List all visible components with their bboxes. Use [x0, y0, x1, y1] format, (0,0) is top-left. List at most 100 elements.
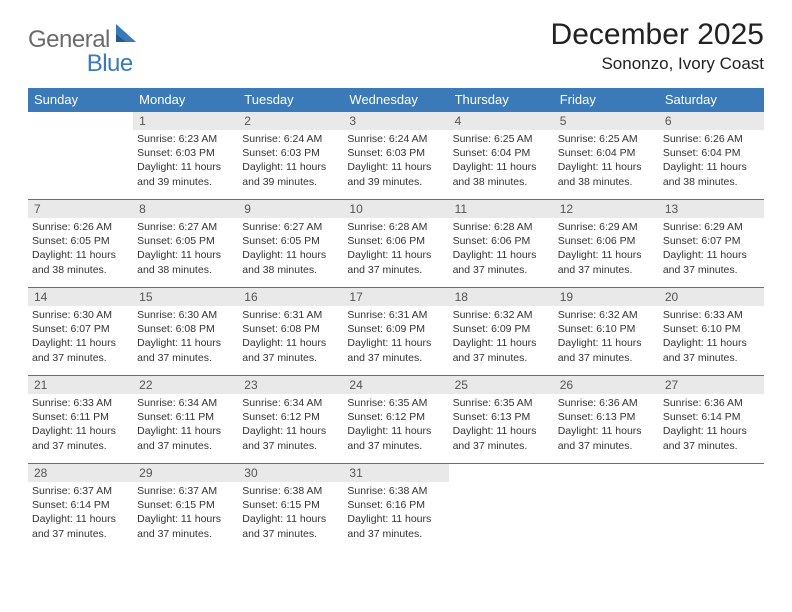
day-body: Sunrise: 6:24 AMSunset: 6:03 PMDaylight:…	[238, 130, 343, 193]
day-cell: 19Sunrise: 6:32 AMSunset: 6:10 PMDayligh…	[554, 288, 659, 376]
day-line: Sunset: 6:16 PM	[347, 498, 444, 512]
day-line: Daylight: 11 hours and 37 minutes.	[663, 248, 760, 276]
day-body: Sunrise: 6:32 AMSunset: 6:09 PMDaylight:…	[449, 306, 554, 369]
day-body: Sunrise: 6:25 AMSunset: 6:04 PMDaylight:…	[554, 130, 659, 193]
day-line: Sunrise: 6:26 AM	[32, 220, 129, 234]
day-header-tue: Tuesday	[238, 88, 343, 112]
day-body: Sunrise: 6:34 AMSunset: 6:12 PMDaylight:…	[238, 394, 343, 457]
day-body	[554, 482, 659, 488]
week-row: 21Sunrise: 6:33 AMSunset: 6:11 PMDayligh…	[28, 376, 764, 464]
day-body: Sunrise: 6:23 AMSunset: 6:03 PMDaylight:…	[133, 130, 238, 193]
day-line: Sunset: 6:05 PM	[242, 234, 339, 248]
day-cell: 30Sunrise: 6:38 AMSunset: 6:15 PMDayligh…	[238, 464, 343, 552]
calendar-page: General December 2025 Sononzo, Ivory Coa…	[0, 0, 792, 570]
day-number: 26	[554, 376, 659, 394]
day-body	[28, 130, 133, 136]
day-line: Daylight: 11 hours and 37 minutes.	[558, 336, 655, 364]
day-cell: 15Sunrise: 6:30 AMSunset: 6:08 PMDayligh…	[133, 288, 238, 376]
day-cell: 10Sunrise: 6:28 AMSunset: 6:06 PMDayligh…	[343, 200, 448, 288]
day-line: Daylight: 11 hours and 38 minutes.	[453, 160, 550, 188]
day-line: Sunrise: 6:25 AM	[453, 132, 550, 146]
day-line: Sunset: 6:09 PM	[453, 322, 550, 336]
day-line: Sunset: 6:14 PM	[32, 498, 129, 512]
day-line: Sunset: 6:10 PM	[663, 322, 760, 336]
day-number: 2	[238, 112, 343, 130]
day-line: Sunrise: 6:24 AM	[347, 132, 444, 146]
day-body: Sunrise: 6:28 AMSunset: 6:06 PMDaylight:…	[449, 218, 554, 281]
day-line: Daylight: 11 hours and 37 minutes.	[242, 512, 339, 540]
day-cell	[659, 464, 764, 552]
day-cell: 5Sunrise: 6:25 AMSunset: 6:04 PMDaylight…	[554, 112, 659, 200]
day-cell	[554, 464, 659, 552]
day-line: Daylight: 11 hours and 37 minutes.	[347, 424, 444, 452]
day-header-row: Sunday Monday Tuesday Wednesday Thursday…	[28, 88, 764, 112]
day-line: Sunset: 6:05 PM	[137, 234, 234, 248]
logo-sail-icon	[114, 22, 140, 49]
day-cell: 1Sunrise: 6:23 AMSunset: 6:03 PMDaylight…	[133, 112, 238, 200]
day-line: Sunrise: 6:28 AM	[453, 220, 550, 234]
day-line: Daylight: 11 hours and 37 minutes.	[663, 424, 760, 452]
day-line: Daylight: 11 hours and 37 minutes.	[347, 248, 444, 276]
day-number: 14	[28, 288, 133, 306]
day-number: 4	[449, 112, 554, 130]
day-line: Sunset: 6:08 PM	[137, 322, 234, 336]
day-number: 24	[343, 376, 448, 394]
day-number: 28	[28, 464, 133, 482]
day-line: Sunrise: 6:29 AM	[558, 220, 655, 234]
logo-text-blue: Blue	[87, 50, 133, 78]
day-line: Daylight: 11 hours and 37 minutes.	[453, 336, 550, 364]
day-cell: 18Sunrise: 6:32 AMSunset: 6:09 PMDayligh…	[449, 288, 554, 376]
day-cell	[28, 112, 133, 200]
day-header-sat: Saturday	[659, 88, 764, 112]
day-line: Sunset: 6:12 PM	[347, 410, 444, 424]
day-cell	[449, 464, 554, 552]
day-number: 8	[133, 200, 238, 218]
day-number: 13	[659, 200, 764, 218]
day-body: Sunrise: 6:38 AMSunset: 6:15 PMDaylight:…	[238, 482, 343, 545]
day-body: Sunrise: 6:29 AMSunset: 6:07 PMDaylight:…	[659, 218, 764, 281]
day-body: Sunrise: 6:27 AMSunset: 6:05 PMDaylight:…	[238, 218, 343, 281]
day-line: Sunset: 6:03 PM	[242, 146, 339, 160]
day-line: Daylight: 11 hours and 39 minutes.	[242, 160, 339, 188]
day-line: Daylight: 11 hours and 37 minutes.	[453, 248, 550, 276]
day-line: Sunrise: 6:36 AM	[558, 396, 655, 410]
day-line: Daylight: 11 hours and 38 minutes.	[663, 160, 760, 188]
day-cell: 17Sunrise: 6:31 AMSunset: 6:09 PMDayligh…	[343, 288, 448, 376]
day-cell: 16Sunrise: 6:31 AMSunset: 6:08 PMDayligh…	[238, 288, 343, 376]
day-number: 21	[28, 376, 133, 394]
day-line: Daylight: 11 hours and 37 minutes.	[347, 336, 444, 364]
day-line: Sunset: 6:07 PM	[32, 322, 129, 336]
day-line: Sunrise: 6:29 AM	[663, 220, 760, 234]
day-line: Daylight: 11 hours and 37 minutes.	[32, 336, 129, 364]
day-line: Sunset: 6:10 PM	[558, 322, 655, 336]
day-line: Sunrise: 6:26 AM	[663, 132, 760, 146]
day-cell: 3Sunrise: 6:24 AMSunset: 6:03 PMDaylight…	[343, 112, 448, 200]
day-number: 27	[659, 376, 764, 394]
day-line: Daylight: 11 hours and 37 minutes.	[242, 424, 339, 452]
day-cell: 26Sunrise: 6:36 AMSunset: 6:13 PMDayligh…	[554, 376, 659, 464]
day-number	[659, 464, 764, 482]
day-number: 18	[449, 288, 554, 306]
day-line: Sunset: 6:05 PM	[32, 234, 129, 248]
day-body: Sunrise: 6:25 AMSunset: 6:04 PMDaylight:…	[449, 130, 554, 193]
day-body: Sunrise: 6:30 AMSunset: 6:08 PMDaylight:…	[133, 306, 238, 369]
day-header-fri: Friday	[554, 88, 659, 112]
day-number: 1	[133, 112, 238, 130]
day-line: Sunrise: 6:35 AM	[453, 396, 550, 410]
day-line: Sunrise: 6:23 AM	[137, 132, 234, 146]
day-number: 7	[28, 200, 133, 218]
day-body: Sunrise: 6:26 AMSunset: 6:05 PMDaylight:…	[28, 218, 133, 281]
day-body: Sunrise: 6:28 AMSunset: 6:06 PMDaylight:…	[343, 218, 448, 281]
day-cell: 31Sunrise: 6:38 AMSunset: 6:16 PMDayligh…	[343, 464, 448, 552]
day-line: Daylight: 11 hours and 37 minutes.	[32, 512, 129, 540]
day-cell: 28Sunrise: 6:37 AMSunset: 6:14 PMDayligh…	[28, 464, 133, 552]
day-cell: 20Sunrise: 6:33 AMSunset: 6:10 PMDayligh…	[659, 288, 764, 376]
day-cell: 27Sunrise: 6:36 AMSunset: 6:14 PMDayligh…	[659, 376, 764, 464]
day-line: Sunset: 6:13 PM	[453, 410, 550, 424]
day-body	[449, 482, 554, 488]
day-line: Sunset: 6:03 PM	[347, 146, 444, 160]
day-body: Sunrise: 6:32 AMSunset: 6:10 PMDaylight:…	[554, 306, 659, 369]
day-line: Sunset: 6:08 PM	[242, 322, 339, 336]
day-body: Sunrise: 6:27 AMSunset: 6:05 PMDaylight:…	[133, 218, 238, 281]
day-line: Sunrise: 6:38 AM	[242, 484, 339, 498]
